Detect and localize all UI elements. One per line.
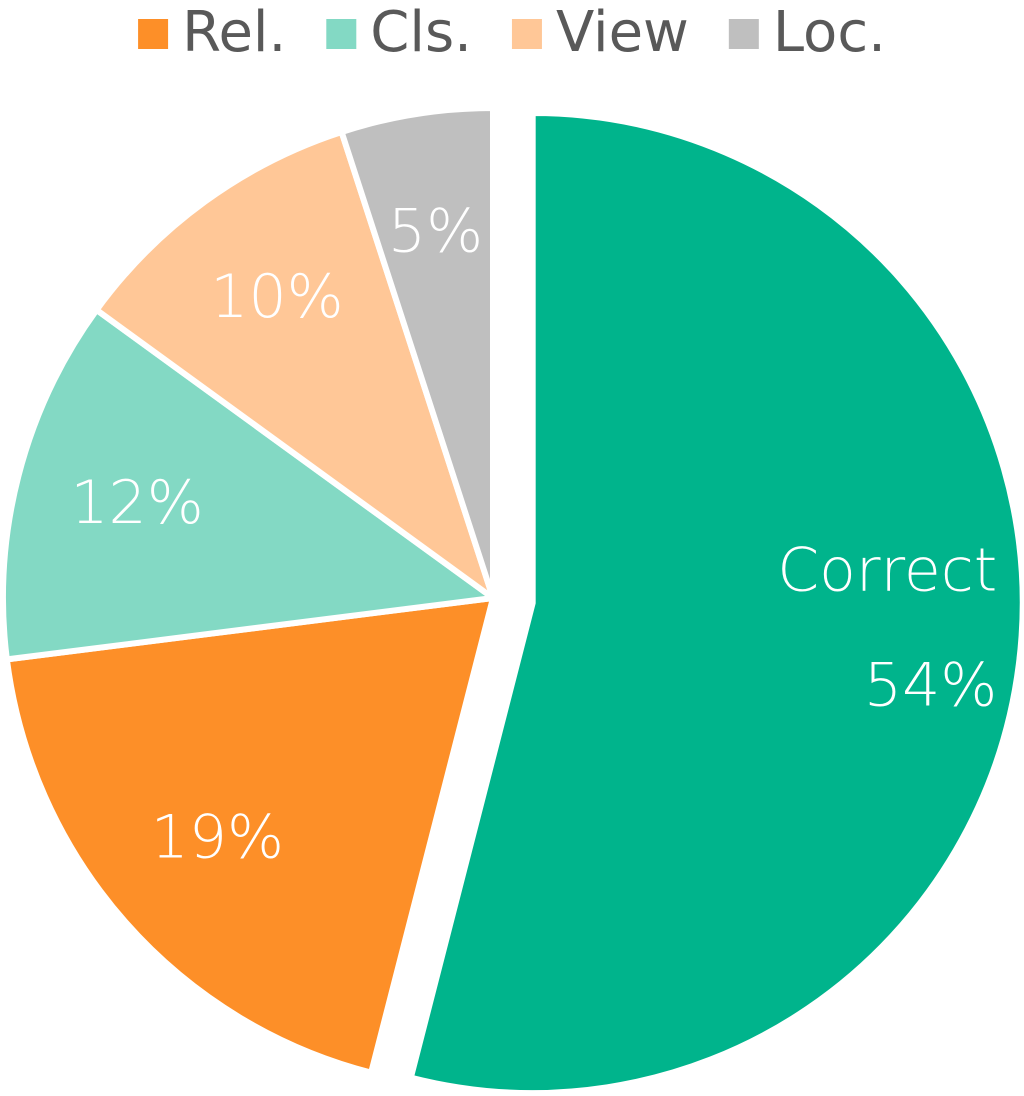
pie-slice xyxy=(93,128,496,601)
pie-slice xyxy=(0,306,496,663)
legend-swatch xyxy=(511,19,542,49)
legend-label: Loc. xyxy=(773,0,886,65)
legend-swatch xyxy=(326,19,357,49)
legend-swatch xyxy=(728,19,759,49)
legend: Rel. Cls. View Loc. xyxy=(138,0,886,65)
legend-label: Cls. xyxy=(370,0,472,65)
pie-slice xyxy=(338,105,496,601)
slice-value-label: 5% xyxy=(388,197,483,267)
slice-value-label: 12% xyxy=(70,468,203,538)
pie-slice xyxy=(407,110,1024,1096)
legend-label: View xyxy=(556,0,689,65)
legend-label: Rel. xyxy=(182,0,286,65)
slice-value-label: 54% xyxy=(864,651,997,721)
slice-value-label: 10% xyxy=(210,262,343,332)
legend-swatch xyxy=(138,19,169,49)
slice-value-label: 19% xyxy=(151,803,284,873)
pie-slice xyxy=(3,595,496,1076)
slice-name: Correct xyxy=(777,536,997,606)
